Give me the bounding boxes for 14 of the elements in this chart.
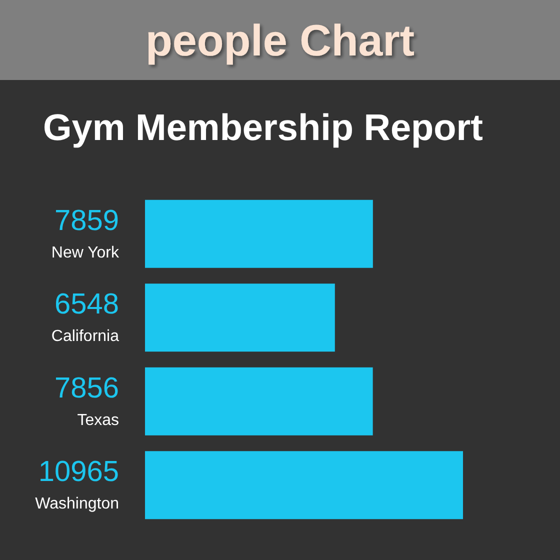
y-tick-label: California: [51, 328, 120, 346]
bar: [145, 367, 373, 436]
data-label: 10965: [38, 456, 119, 488]
bar: [145, 451, 463, 520]
data-label: 6548: [54, 288, 119, 321]
text: people Chart: [146, 16, 415, 66]
y-tick-label: Texas: [77, 412, 119, 429]
bar: [145, 200, 373, 268]
chart-title: Gym Membership Report: [43, 107, 483, 148]
data-label: 7859: [54, 204, 119, 237]
y-tick-label: New York: [51, 244, 120, 262]
y-tick-label: Washington: [35, 496, 119, 513]
data-label: 7856: [54, 372, 119, 404]
bar: [145, 284, 335, 352]
